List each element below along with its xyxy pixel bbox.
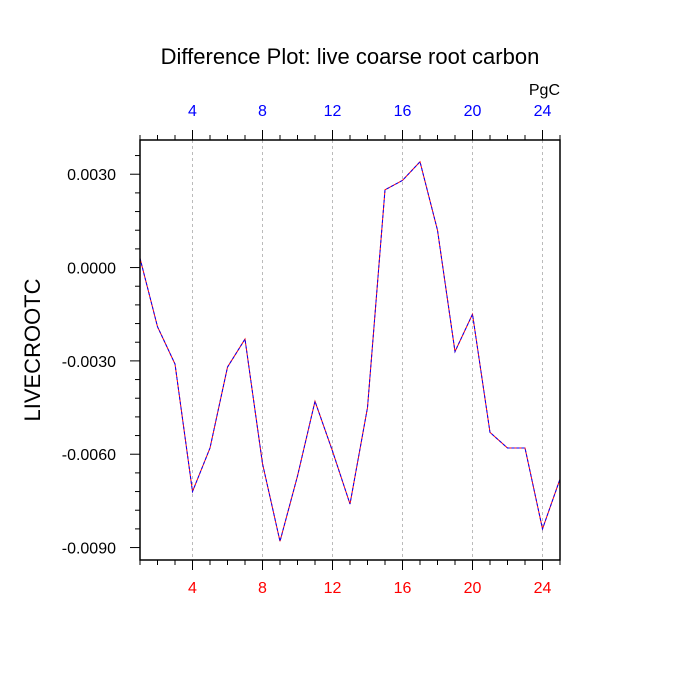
x-tick-label-bottom: 12 xyxy=(324,580,342,597)
y-tick-label: -0.0060 xyxy=(62,447,116,464)
x-tick-label-bottom: 4 xyxy=(188,580,197,597)
plot-frame xyxy=(139,139,561,561)
data-line-blue xyxy=(139,160,561,542)
y-tick-label: -0.0030 xyxy=(62,354,116,371)
axis-ticks xyxy=(130,130,561,570)
x-tick-label-top: 16 xyxy=(394,103,412,120)
data-line-red xyxy=(139,160,561,542)
y-tick-label: 0.0030 xyxy=(67,167,116,184)
y-tick-label: -0.0090 xyxy=(62,541,116,558)
x-tick-label-bottom: 20 xyxy=(464,580,482,597)
x-tick-label-bottom: 16 xyxy=(394,580,412,597)
data-series xyxy=(139,160,561,542)
chart-title: Difference Plot: live coarse root carbon xyxy=(161,44,540,69)
x-tick-label-top: 24 xyxy=(534,103,552,120)
y-tick-label: 0.0000 xyxy=(67,261,116,278)
x-tick-label-top: 8 xyxy=(258,103,267,120)
y-axis-label: LIVECROOTC xyxy=(20,278,45,421)
x-tick-label-bottom: 8 xyxy=(258,580,267,597)
gridlines xyxy=(192,140,543,560)
units-label: PgC xyxy=(529,82,560,99)
x-tick-label-top: 4 xyxy=(188,103,197,120)
x-tick-label-bottom: 24 xyxy=(534,580,552,597)
x-tick-label-top: 12 xyxy=(324,103,342,120)
x-tick-label-top: 20 xyxy=(464,103,482,120)
tick-labels: 4 4 8 8 12 12 16 16 20 20 24 24 0.0030 0.0000 -0.0030 -… xyxy=(62,103,552,597)
